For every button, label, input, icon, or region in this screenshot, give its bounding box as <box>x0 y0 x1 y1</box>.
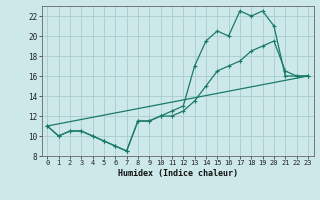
X-axis label: Humidex (Indice chaleur): Humidex (Indice chaleur) <box>118 169 237 178</box>
